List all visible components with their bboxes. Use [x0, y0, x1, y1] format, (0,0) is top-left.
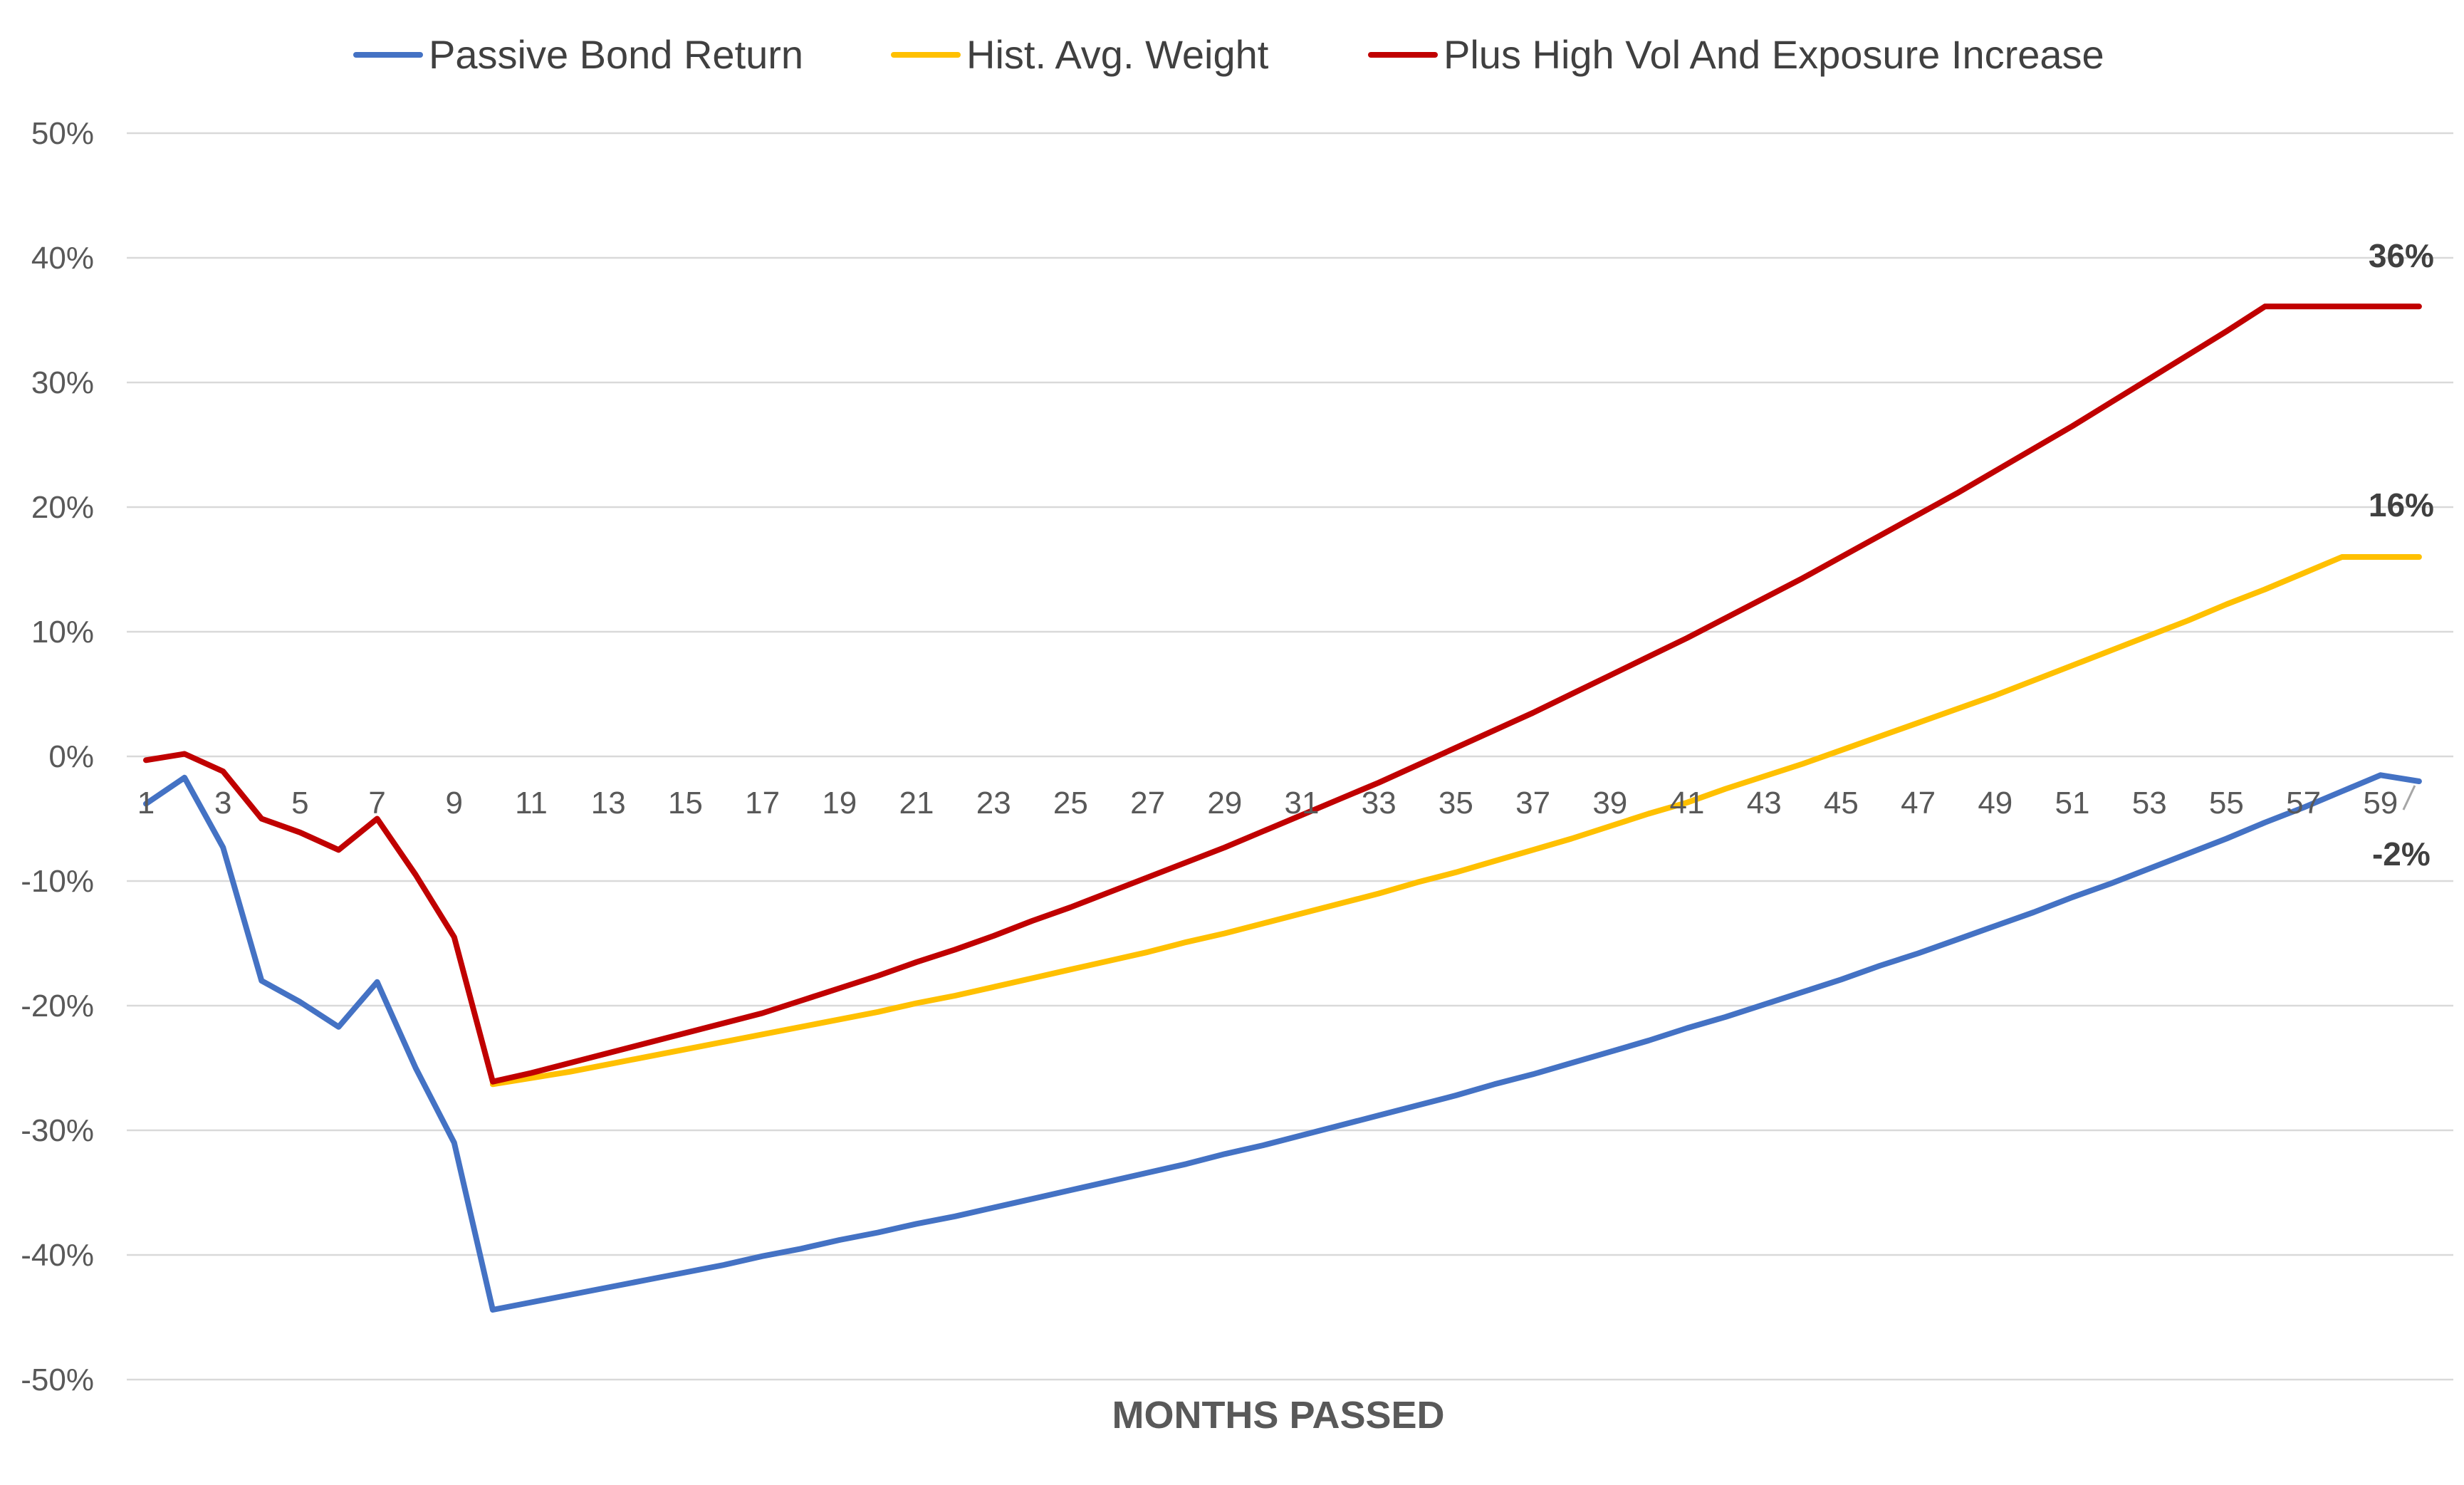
y-tick-label: -50%: [21, 1362, 94, 1397]
x-tick-label: 51: [2055, 786, 2090, 820]
x-tick-label: 31: [1285, 786, 1320, 820]
x-tick-label: 57: [2286, 786, 2321, 820]
x-tick-label: 25: [1053, 786, 1088, 820]
x-tick-label: 39: [1592, 786, 1627, 820]
x-tick-label: 15: [668, 786, 703, 820]
y-axis-ticks: 50% 40% 30% 20% 10% 0% -10% -20% -30% -40% -50%: [21, 116, 94, 1397]
legend-label: Plus High Vol And Exposure Increase: [1444, 32, 2104, 77]
y-tick-label: -20%: [21, 989, 94, 1023]
y-tick-label: 50%: [31, 116, 94, 151]
x-tick-label: 9: [446, 786, 463, 820]
x-tick-label: 55: [2209, 786, 2244, 820]
x-tick-label: 37: [1515, 786, 1550, 820]
y-tick-label: 40%: [31, 241, 94, 276]
y-tick-label: 30%: [31, 365, 94, 400]
x-axis-ticks: 1 3 5 7 9 11 13 15 17 19 21 23 25 27 29 31 33 35 37 39 41 43 4…: [137, 786, 2398, 820]
y-tick-label: -30%: [21, 1113, 94, 1148]
x-tick-label: 11: [515, 786, 548, 820]
legend: Passive Bond Return Hist. Avg. Weight Plus…: [353, 32, 2104, 77]
x-tick-label: 1: [137, 786, 155, 820]
x-tick-label: 59: [2363, 786, 2398, 820]
x-tick-label: 45: [1824, 786, 1859, 820]
x-tick-label: 21: [899, 786, 934, 820]
x-tick-label: 33: [1362, 786, 1397, 820]
x-tick-label: 53: [2132, 786, 2167, 820]
x-tick-label: 19: [822, 786, 857, 820]
end-value-label: -2%: [2372, 835, 2431, 872]
x-tick-label: 29: [1207, 786, 1242, 820]
x-axis-title: MONTHS PASSED: [1112, 1394, 1444, 1437]
x-tick-label: 43: [1747, 786, 1782, 820]
series-line-2: [489, 554, 2422, 1088]
label-leader-line: [2402, 785, 2416, 811]
gridlines: [127, 132, 2453, 1381]
y-tick-label: -40%: [21, 1238, 94, 1273]
x-tick-label: 35: [1439, 786, 1473, 820]
x-tick-label: 27: [1130, 786, 1165, 820]
legend-label: Passive Bond Return: [429, 32, 803, 77]
y-tick-label: 0%: [48, 739, 94, 774]
series-line-3: [143, 303, 2422, 1085]
end-value-label: 16%: [2369, 486, 2434, 523]
legend-label: Hist. Avg. Weight: [966, 32, 1269, 77]
series-lines: [143, 303, 2422, 1313]
end-labels: 36% 16% -2%: [2369, 237, 2434, 872]
x-tick-label: 5: [291, 786, 308, 820]
x-tick-label: 13: [591, 786, 626, 820]
y-tick-label: 10%: [31, 615, 94, 650]
x-tick-label: 47: [1901, 786, 1936, 820]
x-tick-label: 3: [214, 786, 231, 820]
x-tick-label: 41: [1670, 786, 1705, 820]
y-tick-label: -10%: [21, 864, 94, 899]
x-tick-label: 49: [1978, 786, 2013, 820]
series-line-1: [143, 772, 2422, 1313]
x-tick-label: 23: [976, 786, 1011, 820]
y-tick-label: 20%: [31, 490, 94, 525]
x-tick-label: 17: [745, 786, 780, 820]
end-value-label: 36%: [2369, 237, 2434, 274]
x-tick-label: 7: [368, 786, 385, 820]
